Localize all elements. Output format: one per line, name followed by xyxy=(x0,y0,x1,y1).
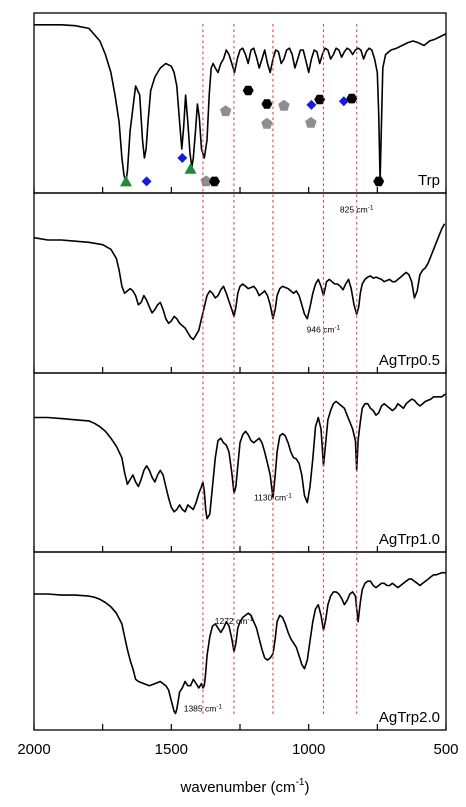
spectrum-line xyxy=(34,393,446,520)
x-tick-label: 1500 xyxy=(155,741,188,758)
annotation-superscript: -1 xyxy=(247,616,253,623)
panel-label: Trp xyxy=(418,172,440,189)
panels-layer: Trp AgTrp0.5 825 cm-1 946 cm-1 AgTrp1.01130 … xyxy=(33,12,447,731)
hexagon-marker xyxy=(314,94,326,105)
panel-frame xyxy=(33,192,447,374)
hexagon-marker xyxy=(209,176,220,187)
pentagon-marker xyxy=(305,116,317,128)
spectrum-line xyxy=(33,223,446,341)
panel-frame xyxy=(33,372,447,553)
peak-annotation: 825 cm-1 xyxy=(340,204,374,214)
triangle-marker xyxy=(120,175,133,187)
x-axis-ticks: 2000 1500 1000 500 xyxy=(17,741,458,758)
diamond-marker xyxy=(338,96,349,107)
panel-frame xyxy=(33,551,447,731)
annotation-superscript: -1 xyxy=(216,703,222,710)
pentagon-marker xyxy=(261,117,273,129)
peak-annotation: 1272 cm-1 xyxy=(215,616,254,626)
panel-label: AgTrp1.0 xyxy=(379,531,440,548)
diamond-marker xyxy=(177,153,188,163)
annotation-superscript: -1 xyxy=(286,492,292,499)
x-tick-label: 2000 xyxy=(17,741,50,758)
annotation-superscript: -1 xyxy=(335,325,341,332)
panel-label: AgTrp2.0 xyxy=(379,709,440,726)
diamond-marker xyxy=(141,176,152,187)
x-tick-label: 500 xyxy=(433,741,458,758)
triangle-marker xyxy=(184,162,197,174)
spectrum-line xyxy=(34,571,446,715)
panel-frame xyxy=(33,12,447,194)
pentagon-marker xyxy=(220,105,232,117)
panel-label: AgTrp0.5 xyxy=(379,352,440,369)
x-axis-title: wavenumber (cm-1) xyxy=(180,777,310,796)
annotation-superscript: -1 xyxy=(368,204,374,211)
reference-lines xyxy=(202,24,358,717)
spectrum-line xyxy=(34,24,447,182)
panel-trp: Trp xyxy=(33,12,447,194)
hexagon-marker xyxy=(346,93,358,104)
hexagon-marker xyxy=(261,99,273,109)
panel-agtrp0-5: AgTrp0.5 825 cm-1 946 cm-1 xyxy=(33,192,447,374)
hexagon-marker xyxy=(242,85,254,96)
pentagon-marker xyxy=(278,99,290,111)
x-tick-label: 1000 xyxy=(292,741,325,758)
diamond-marker xyxy=(306,99,317,110)
hexagon-marker xyxy=(373,176,385,187)
peak-annotation: 946 cm-1 xyxy=(307,325,341,335)
